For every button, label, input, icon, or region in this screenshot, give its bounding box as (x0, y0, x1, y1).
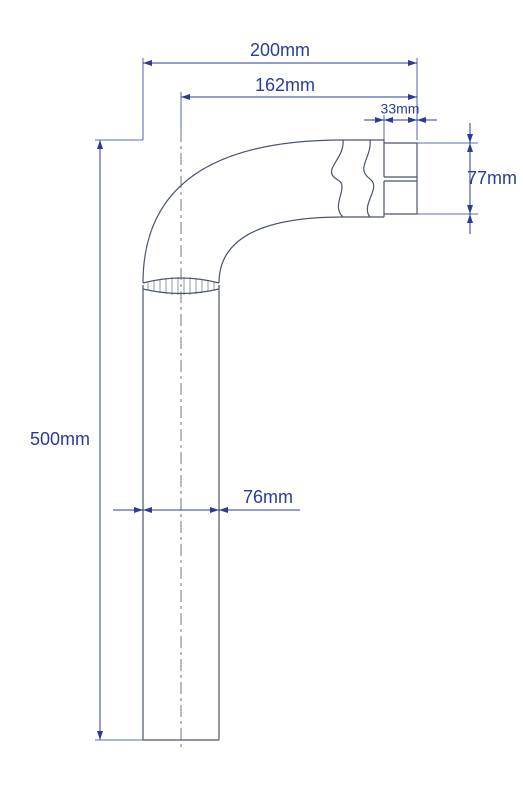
dim-33: 33mm (364, 101, 437, 140)
dim-33-label: 33mm (381, 101, 420, 117)
pipe-part (143, 130, 417, 748)
dim-200-label: 200mm (250, 40, 310, 60)
dim-76-label: 76mm (243, 487, 293, 507)
elbow-break-line (331, 140, 343, 217)
elbow-inner-arc (219, 217, 343, 283)
elbow-outer-arc (143, 140, 343, 283)
technical-drawing: 200mm 162mm 33mm 77mm (0, 0, 523, 800)
dim-76: 76mm (113, 487, 300, 510)
dim-162-label: 162mm (255, 75, 315, 95)
end-break-line (364, 140, 374, 217)
dim-77: 77mm (417, 123, 517, 234)
dim-500: 500mm (30, 140, 143, 740)
dim-77-label: 77mm (467, 168, 517, 188)
dim-500-label: 500mm (30, 429, 90, 449)
